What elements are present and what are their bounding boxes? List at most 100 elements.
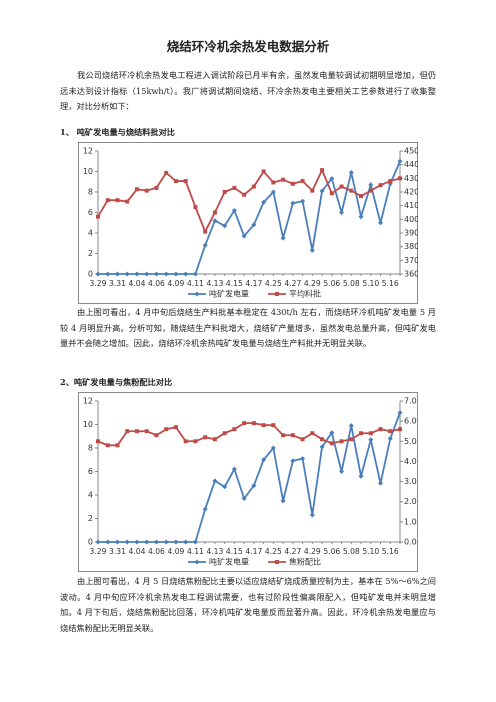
y-tick-label: 12 bbox=[83, 397, 93, 406]
y-tick-label: 2 bbox=[88, 249, 93, 258]
y2-tick-label: 6.0 bbox=[404, 417, 417, 426]
x-tick-label: 4.17 bbox=[245, 547, 262, 556]
marker bbox=[183, 271, 189, 277]
marker bbox=[144, 188, 149, 193]
x-tick-label: 4.09 bbox=[167, 279, 184, 288]
x-tick-label: 4.04 bbox=[129, 279, 146, 288]
marker bbox=[251, 421, 256, 426]
y2-tick-label: 440 bbox=[404, 160, 418, 169]
marker bbox=[378, 427, 383, 432]
marker bbox=[280, 498, 286, 504]
x-tick-label: 4.15 bbox=[226, 547, 243, 556]
marker bbox=[232, 427, 237, 432]
marker bbox=[163, 539, 169, 545]
x-tick-label: 4.06 bbox=[148, 547, 165, 556]
marker bbox=[114, 539, 120, 545]
legend-label: 平均料批 bbox=[289, 289, 321, 299]
marker bbox=[270, 189, 276, 195]
marker bbox=[349, 188, 354, 193]
marker bbox=[124, 271, 130, 277]
heading: 2、吨矿发电量与焦粉配比对比 bbox=[60, 377, 173, 387]
marker bbox=[95, 271, 101, 277]
marker bbox=[125, 429, 130, 434]
title: 烧结环冷机余热发电数据分析 bbox=[166, 39, 330, 54]
marker bbox=[154, 433, 159, 438]
marker bbox=[95, 539, 101, 545]
marker bbox=[319, 444, 325, 450]
marker bbox=[222, 223, 228, 229]
marker bbox=[329, 441, 334, 446]
x-tick-label: 5.16 bbox=[382, 547, 399, 556]
marker bbox=[290, 458, 296, 464]
marker bbox=[320, 168, 325, 173]
marker bbox=[378, 183, 383, 188]
y2-tick-label: 380 bbox=[404, 242, 418, 251]
marker bbox=[192, 539, 198, 545]
x-tick-label: 5.10 bbox=[362, 547, 379, 556]
y2-tick-label: 390 bbox=[404, 229, 418, 238]
x-tick-label: 4.29 bbox=[304, 279, 321, 288]
y-tick-label: 0 bbox=[88, 270, 93, 279]
marker bbox=[183, 539, 189, 545]
marker bbox=[358, 214, 364, 220]
marker bbox=[310, 188, 315, 193]
x-tick-label: 5.06 bbox=[323, 547, 340, 556]
y-tick-label: 2 bbox=[88, 514, 93, 523]
x-tick-label: 4.13 bbox=[206, 279, 223, 288]
marker bbox=[134, 539, 140, 545]
marker bbox=[271, 423, 276, 428]
y-tick-label: 6 bbox=[88, 467, 93, 476]
marker bbox=[290, 433, 295, 438]
marker bbox=[193, 439, 198, 444]
marker bbox=[144, 429, 149, 434]
marker bbox=[203, 435, 208, 440]
y2-tick-label: 1.0 bbox=[404, 517, 417, 526]
marker bbox=[397, 158, 403, 164]
marker bbox=[212, 210, 217, 215]
marker bbox=[281, 177, 286, 182]
marker bbox=[231, 466, 237, 472]
x-tick-label: 4.11 bbox=[187, 547, 204, 556]
marker bbox=[173, 179, 178, 184]
marker bbox=[348, 423, 354, 429]
marker bbox=[105, 271, 111, 277]
legend-label: 吨矿发电量 bbox=[209, 289, 249, 299]
marker bbox=[222, 484, 228, 490]
marker bbox=[368, 431, 373, 436]
marker bbox=[398, 176, 402, 181]
marker bbox=[300, 198, 306, 204]
y-tick-label: 8 bbox=[88, 188, 93, 197]
marker bbox=[105, 443, 110, 448]
chart-border bbox=[78, 142, 418, 304]
x-tick-label: 4.17 bbox=[245, 279, 262, 288]
y-tick-label: 12 bbox=[83, 147, 93, 156]
marker bbox=[114, 271, 120, 277]
y2-tick-label: 410 bbox=[404, 201, 418, 210]
marker bbox=[281, 433, 286, 438]
marker bbox=[358, 473, 364, 479]
y2-tick-label: 3.0 bbox=[404, 477, 417, 486]
x-tick-label: 3.31 bbox=[109, 547, 126, 556]
legend-marker bbox=[194, 559, 200, 565]
marker bbox=[397, 410, 403, 416]
marker bbox=[300, 456, 306, 462]
marker bbox=[329, 176, 335, 182]
x-tick-label: 4.25 bbox=[265, 547, 282, 556]
x-tick-label: 4.11 bbox=[187, 279, 204, 288]
marker bbox=[163, 271, 169, 277]
marker bbox=[242, 421, 247, 426]
marker bbox=[398, 427, 402, 432]
marker bbox=[339, 439, 344, 444]
x-tick-label: 4.27 bbox=[284, 279, 301, 288]
marker bbox=[232, 185, 237, 190]
marker bbox=[203, 229, 208, 234]
y2-tick-label: 7.0 bbox=[404, 397, 417, 406]
heading: 1、 吨矿发电量与烧结料批对比 bbox=[60, 127, 175, 137]
legend-label: 焦粉配比 bbox=[289, 557, 321, 567]
marker bbox=[134, 429, 139, 434]
marker bbox=[231, 207, 237, 213]
x-tick-label: 5.06 bbox=[323, 279, 340, 288]
marker bbox=[387, 436, 393, 442]
y2-tick-label: 4.0 bbox=[404, 457, 417, 466]
x-tick-label: 4.25 bbox=[265, 279, 282, 288]
